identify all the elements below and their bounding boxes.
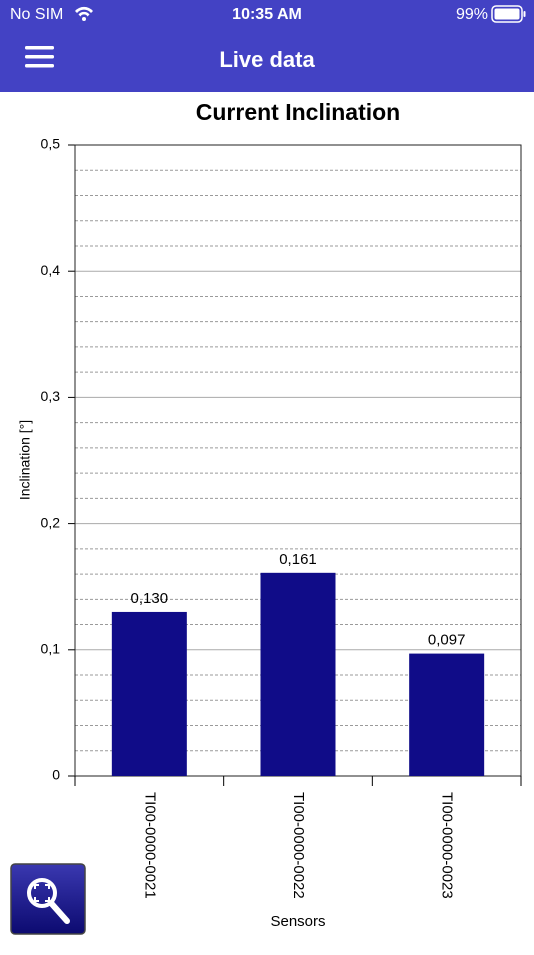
nav-title: Live data xyxy=(219,47,315,72)
plot-area: 0 0,1 0,2 0,3 0,4 0,5 TI00-0000-0021 0,130 TI00-… xyxy=(41,136,522,899)
battery-icon xyxy=(491,5,526,23)
bar xyxy=(409,653,485,776)
x-tick-label: TI00-0000-0022 xyxy=(290,792,307,899)
value-label: 0,130 xyxy=(131,590,169,607)
menu-button[interactable] xyxy=(25,46,54,68)
nav-background xyxy=(0,0,534,92)
wifi-icon xyxy=(75,6,93,21)
battery-percent: 99% xyxy=(456,6,488,23)
chart-title: Current Inclination xyxy=(196,99,400,125)
zoom-button[interactable] xyxy=(10,863,86,935)
y-tick-label: 0,2 xyxy=(41,514,61,530)
value-label: 0,097 xyxy=(428,632,466,649)
y-tick-label: 0,3 xyxy=(41,388,61,404)
carrier: No SIM xyxy=(10,6,63,23)
bar xyxy=(260,572,336,776)
y-axis-label: Inclination [°] xyxy=(17,420,33,500)
value-label: 0,161 xyxy=(279,551,317,568)
clock: 10:35 AM xyxy=(232,6,302,23)
y-tick-label: 0,1 xyxy=(41,641,61,657)
y-tick-label: 0,4 xyxy=(41,262,61,278)
y-tick-label: 0 xyxy=(52,767,60,783)
x-tick-label: TI00-0000-0023 xyxy=(439,792,456,899)
x-axis-label: Sensors xyxy=(270,913,325,930)
bar xyxy=(111,611,187,776)
x-tick-label: TI00-0000-0021 xyxy=(141,792,158,899)
y-tick-label: 0,5 xyxy=(41,136,61,152)
